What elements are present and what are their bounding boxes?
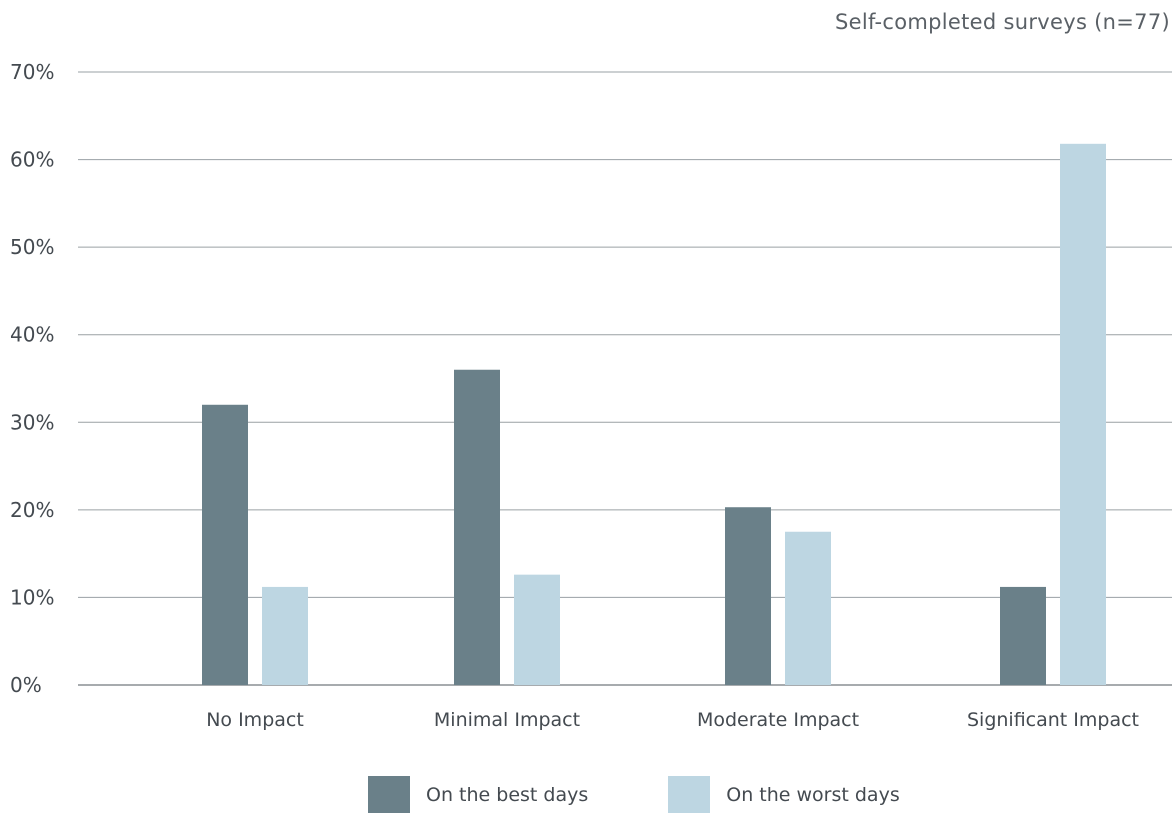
bar-worst (1060, 143, 1106, 685)
legend: On the best days On the worst days (368, 776, 980, 813)
x-tick-label: Moderate Impact (697, 709, 859, 731)
bar-best (1000, 586, 1046, 685)
y-tick-label: 20% (10, 498, 54, 522)
legend-swatch-worst (668, 776, 711, 813)
legend-item-best: On the best days (368, 776, 588, 813)
bar-worst (785, 531, 831, 685)
legend-swatch-best (368, 776, 410, 813)
bar-worst (514, 574, 560, 685)
bar-best (202, 404, 248, 685)
x-tick-label: Significant Impact (967, 709, 1139, 731)
x-tick-label: No Impact (206, 709, 304, 731)
y-tick-label: 60% (10, 148, 54, 172)
survey-note: Self-completed surveys (n=77) (835, 10, 1170, 34)
y-tick-label: 50% (10, 235, 54, 259)
y-tick-label: 40% (10, 323, 54, 347)
x-tick-label: Minimal Impact (434, 709, 580, 731)
bar-best (454, 369, 500, 685)
y-tick-label: 30% (10, 410, 54, 434)
legend-item-worst: On the worst days (668, 776, 900, 813)
y-tick-label: 70% (10, 60, 54, 84)
y-tick-label: 0% (10, 673, 42, 697)
legend-label-best: On the best days (426, 783, 589, 806)
legend-label-worst: On the worst days (726, 783, 900, 806)
bar-worst (262, 586, 308, 685)
bar-best (725, 507, 771, 685)
y-tick-label: 10% (10, 585, 54, 609)
